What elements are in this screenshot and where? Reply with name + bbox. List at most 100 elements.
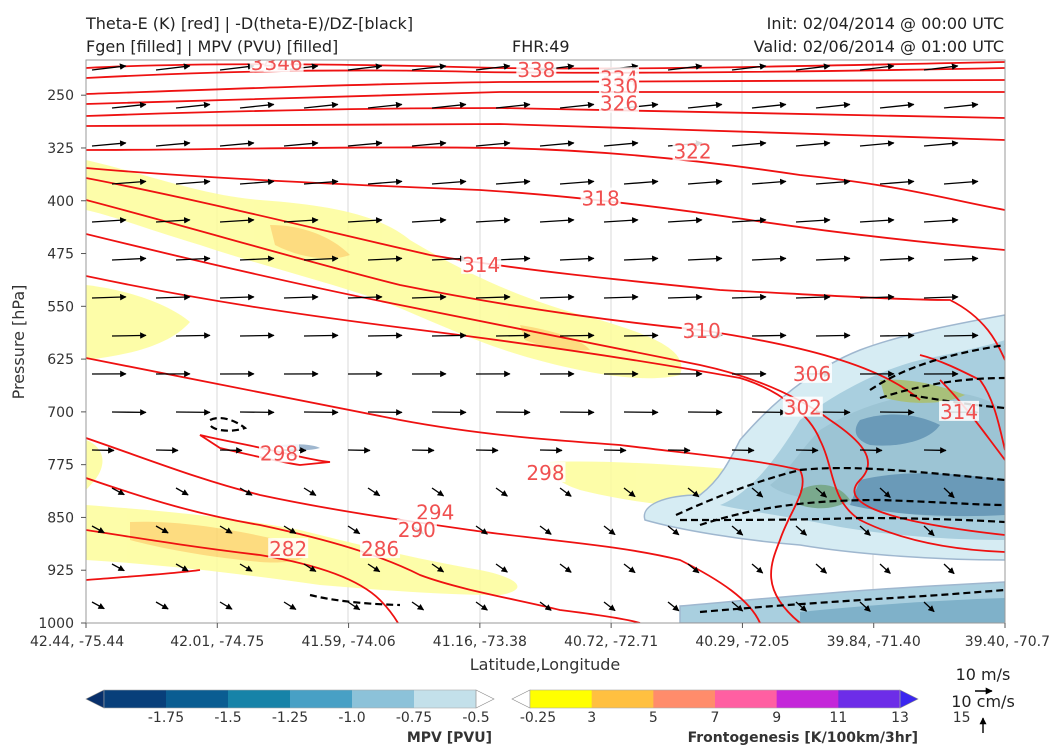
wind-vector: [219, 63, 255, 71]
colorbar-swatch: [591, 690, 654, 708]
wind-vector: [175, 563, 189, 572]
theta-e-contour-label: 306: [793, 362, 831, 386]
wind-vector: [111, 563, 125, 572]
wind-vector: [795, 601, 808, 612]
wind-vector: [623, 332, 659, 339]
contour-label-bg: [516, 60, 557, 79]
colorbar-extend-max: [475, 689, 495, 709]
wind-vector: [347, 140, 383, 147]
colorbar-tick-label: 13: [891, 710, 909, 726]
wind-vector: [219, 525, 233, 534]
contour-label-bg: [268, 538, 309, 559]
wind-vector: [731, 140, 767, 147]
wind-vector: [559, 178, 595, 186]
title-line-2: Fgen [filled] | MPV (PVU) [filled]: [86, 37, 339, 56]
wind-vector: [283, 140, 319, 147]
x-tick-label: 39.84, -71.40: [827, 634, 921, 650]
theta-e-contour-label: 286: [361, 537, 399, 561]
wind-vector: [303, 332, 339, 339]
y-tick-label: 550: [47, 299, 74, 315]
colorbar-tick-label: 5: [649, 710, 658, 726]
wind-vector: [347, 525, 361, 535]
wind-vector: [91, 525, 105, 534]
wind-vector: [539, 140, 575, 147]
wind-vector: [623, 255, 659, 262]
theta-e-contour-label: 310: [683, 319, 721, 343]
wind-vector: [347, 63, 383, 71]
wind-vector: [795, 217, 831, 224]
wind-vector: [175, 101, 211, 109]
contour-label-bg: [525, 462, 566, 483]
wind-vector: [431, 487, 445, 497]
wind-vector: [879, 178, 915, 186]
contour-label-bg: [599, 92, 640, 113]
wind-vector: [795, 525, 808, 536]
wind-vector: [815, 332, 851, 339]
wind-vector: [667, 525, 680, 536]
wind-vector: [539, 293, 575, 301]
wind-vector: [603, 601, 616, 612]
wind-vector: [943, 255, 979, 262]
wind-vector: [111, 487, 125, 496]
theta-e-contour-label: 298: [526, 461, 564, 485]
wind-vector: [751, 101, 787, 109]
y-tick-label: 625: [47, 352, 74, 368]
colorbar-swatch: [776, 690, 839, 708]
wind-vector: [943, 563, 955, 575]
mpv-fill: [280, 314, 1005, 623]
wind-vector: [539, 525, 552, 535]
contour-label-bg: [792, 362, 833, 383]
wind-vector: [603, 217, 639, 224]
colorbar-tick-label: -1.25: [272, 710, 308, 726]
wind-vector: [431, 255, 467, 262]
y-axis-label: Pressure [hPa]: [9, 285, 28, 400]
wind-vector: [667, 293, 703, 301]
colorbar-swatch: [530, 690, 593, 708]
x-tick-label: 40.72, -72.71: [564, 634, 658, 650]
wind-vector: [431, 563, 445, 573]
wind-vector: [495, 255, 531, 262]
wind-vector: [923, 217, 959, 224]
wind-vector: [687, 563, 700, 574]
colorbar-outline: [103, 689, 477, 709]
wind-vector: [411, 217, 447, 224]
wind-vector: [751, 563, 764, 574]
contour-label-bg: [580, 187, 621, 208]
wind-vector: [475, 601, 488, 611]
wind-vector: [91, 140, 127, 147]
x-tick-label: 41.59, -74.06: [302, 634, 396, 650]
wind-vertical-reference: 10 cm/s: [951, 692, 1015, 711]
wind-vector: [219, 217, 255, 224]
colorbar-swatch: [228, 690, 291, 708]
wind-vector: [367, 101, 403, 109]
wind-vector: [815, 101, 851, 109]
wind-vector: [91, 601, 105, 610]
wind-vector: [751, 332, 787, 339]
valid-time: Valid: 02/06/2014 @ 01:00 UTC: [753, 37, 1004, 56]
wind-vector: [367, 255, 403, 262]
contour-label-bg: [672, 140, 713, 161]
wind-vector: [879, 255, 915, 262]
colorbar-tick-label: -0.5: [462, 710, 489, 726]
wind-vector: [731, 293, 767, 301]
wind-vector: [751, 255, 787, 262]
colorbar-tick-label: -0.75: [396, 710, 432, 726]
contour-label-bg: [599, 75, 640, 96]
contour-label-bg: [396, 519, 437, 540]
wind-vector: [923, 63, 959, 71]
wind-vector: [943, 487, 955, 499]
wind-vector: [623, 178, 659, 186]
colorbar-tick-label: 7: [711, 710, 720, 726]
colorbar-extend-max: [899, 689, 919, 709]
x-tick-label: 42.01, -74.75: [170, 634, 264, 650]
wind-vector: [155, 63, 191, 71]
x-axis-ticks: 42.44, -75.44 42.01, -74.75 41.59, -74.06 4…: [30, 623, 1050, 650]
wind-vector: [859, 63, 895, 71]
wind-vector: [795, 293, 831, 301]
contour-label-bg: [258, 442, 299, 463]
wind-vector: [731, 63, 767, 71]
x-tick-label: 40.29, -72.05: [695, 634, 789, 650]
wind-vector: [303, 255, 339, 262]
fgen-colorbar-label: Frontogenesis [K/100km/3hr]: [688, 730, 918, 746]
y-tick-label: 325: [47, 141, 74, 157]
